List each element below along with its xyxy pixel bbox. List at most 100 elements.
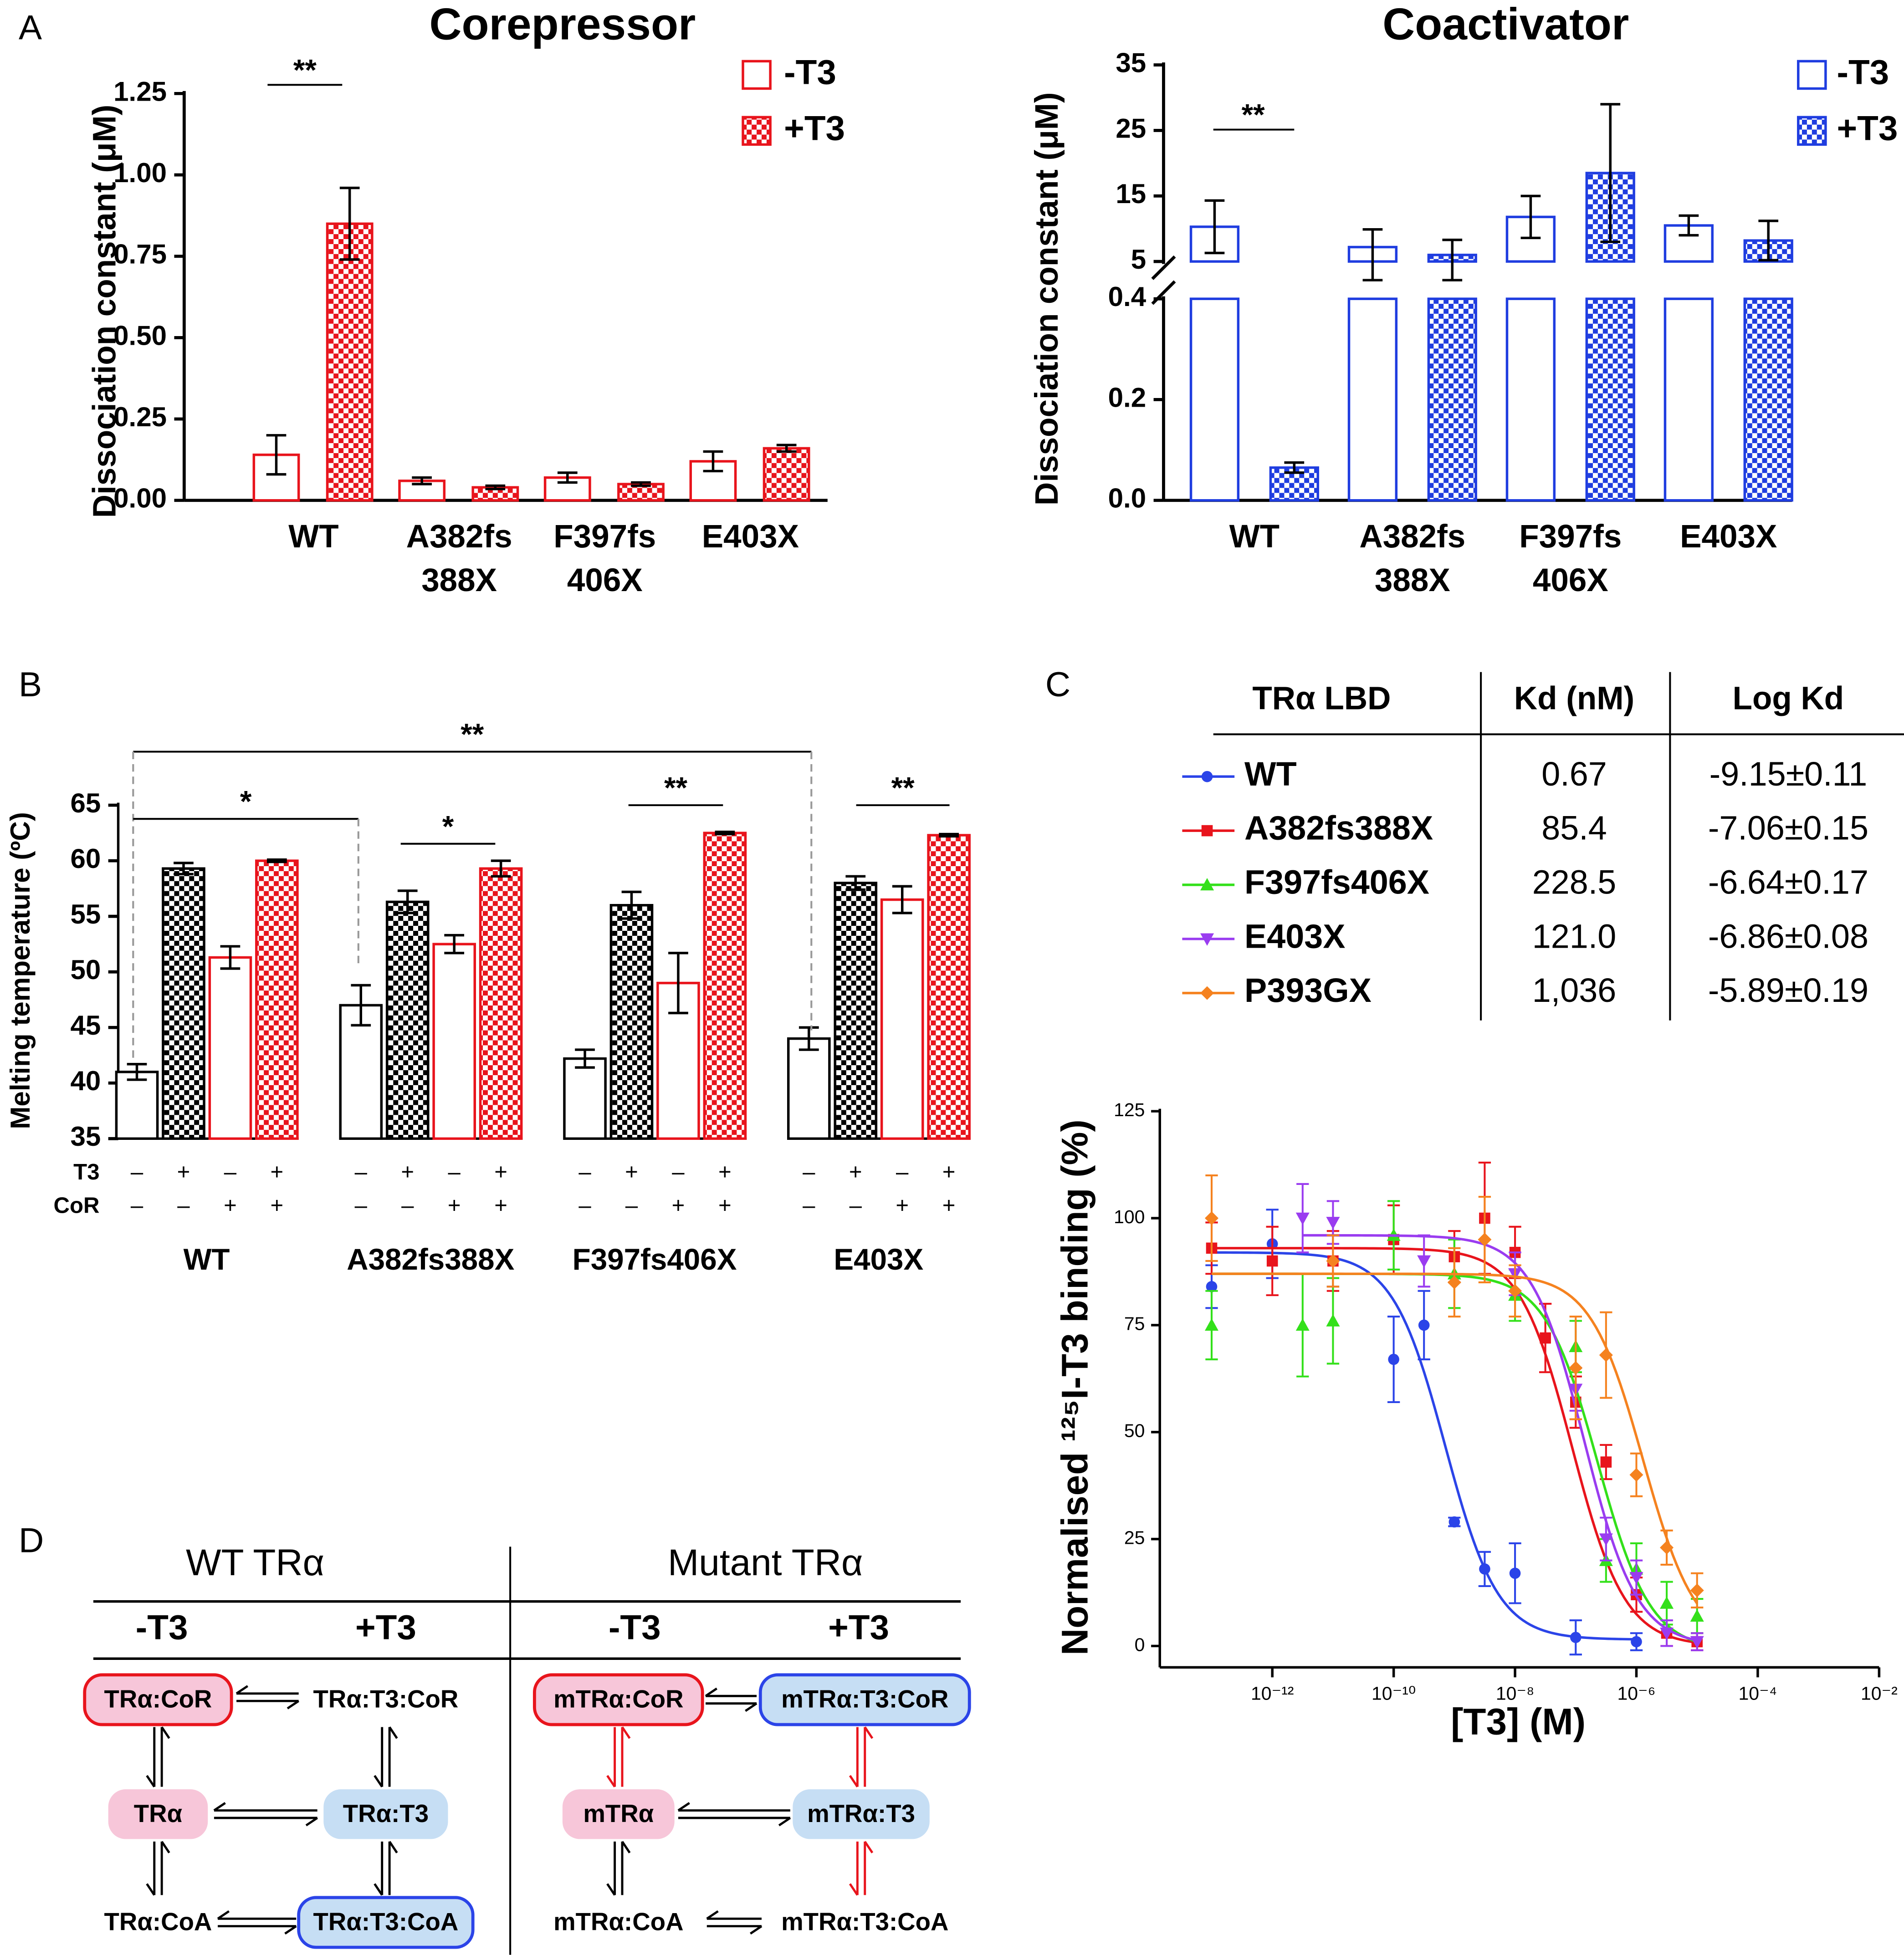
y-tick-label: 75 [1124,1313,1145,1334]
condition-sign: – [131,1159,143,1184]
x-tick-label: 10⁻¹⁰ [1372,1683,1416,1704]
annotation: * [442,810,454,843]
marker [1326,1314,1340,1327]
arrow-head [146,1775,155,1788]
node-label: mTRα:T3:CoA [781,1908,948,1936]
arrow-head [213,1802,226,1812]
marker [1204,1211,1219,1225]
marker [1629,1572,1643,1585]
condition-header: +T3 [828,1608,889,1647]
node-label: mTRα [583,1800,654,1827]
panel-label: A [19,8,42,47]
arrow-head [677,1802,690,1812]
x-tick-label: 10⁻² [1861,1683,1898,1704]
bar [609,904,654,1140]
x-tick-label: A382fs [1359,519,1465,555]
legend-swatch [742,116,772,146]
condition-sign: – [625,1193,638,1218]
arrow-head [305,1817,318,1827]
legend-label: A382fs388X [1244,809,1433,847]
condition-sign: – [355,1193,368,1218]
arrow-head [374,1883,383,1896]
table-cell: -6.64±0.17 [1708,863,1868,901]
bar [1505,297,1556,502]
table-cell: 0.67 [1541,755,1607,793]
condition-sign: + [271,1159,284,1184]
marker [1540,1332,1551,1344]
node-label: mTRα:T3:CoR [781,1685,948,1713]
table-cell: 1,036 [1532,971,1617,1009]
marker [1570,1632,1582,1643]
annotation: ** [664,771,688,805]
table-header: TRα LBD [1252,680,1391,716]
marker [1478,1232,1492,1247]
condition-label: T3 [73,1159,99,1184]
bar [1347,297,1398,502]
x-tick-label: 10⁻⁸ [1496,1683,1534,1704]
x-tick-label: 406X [567,562,643,598]
legend-label: P393GX [1244,971,1372,1009]
bar [656,981,700,1140]
marker [1660,1541,1674,1555]
marker [1629,1468,1643,1482]
bar [703,832,747,1140]
annotation: ** [1242,98,1265,132]
bar [834,882,878,1140]
x-tick-label: A382fs388X [347,1243,514,1276]
x-tick-label: F397fs406X [573,1243,737,1276]
bar [252,453,300,502]
bar [880,898,924,1140]
condition-header: -T3 [609,1608,661,1647]
arrow-head [606,1883,616,1896]
condition-sign: – [896,1159,909,1184]
bar [255,859,299,1140]
bar [432,943,476,1140]
bar [162,867,205,1140]
y-tick-label: 5 [1131,244,1146,275]
x-tick-label: 388X [421,562,497,598]
x-tick-label: WT [288,519,338,555]
arrow-head [161,1726,170,1739]
y-tick-label: 25 [1124,1527,1145,1548]
legend-marker [1201,771,1213,782]
y-tick-label: 50 [70,955,101,985]
marker [1660,1596,1674,1609]
condition-sign: + [718,1159,732,1184]
node-box [83,1673,233,1726]
condition-sign: + [942,1193,956,1218]
panel-label: B [19,665,42,704]
annotation: ** [293,53,317,87]
bar [563,1057,607,1140]
annotation: ** [461,718,484,751]
condition-sign: + [625,1159,638,1184]
bar [326,222,374,502]
table-cell: -6.86±0.08 [1708,917,1868,955]
legend-marker [1200,933,1214,946]
annotation: ** [891,771,915,805]
legend-label: -T3 [1837,53,1889,92]
condition-sign: – [448,1159,461,1184]
marker [1266,1255,1278,1267]
bar [208,956,252,1140]
diagram-header: Mutant TRα [668,1542,863,1583]
marker [1295,1318,1310,1331]
arrow-head [705,1687,718,1697]
marker [1509,1567,1521,1579]
x-tick-label: 406X [1533,562,1608,598]
y-tick-label: 50 [1124,1420,1145,1441]
condition-sign: – [803,1159,815,1184]
condition-sign: + [896,1193,909,1218]
condition-header: +T3 [355,1608,416,1647]
x-tick-label: WT [1229,519,1280,555]
marker [1569,1361,1583,1375]
node-box [562,1789,675,1839]
marker [1418,1319,1430,1331]
node-label: TRα:CoA [104,1908,212,1936]
marker [1295,1212,1310,1225]
node-label: TRα:T3:CoA [313,1908,459,1936]
arrow-head [778,1817,791,1827]
y-axis-label: Dissociation constant (μM) [1029,92,1065,505]
arrow-head [217,1910,230,1920]
legend-marker [1201,825,1213,837]
